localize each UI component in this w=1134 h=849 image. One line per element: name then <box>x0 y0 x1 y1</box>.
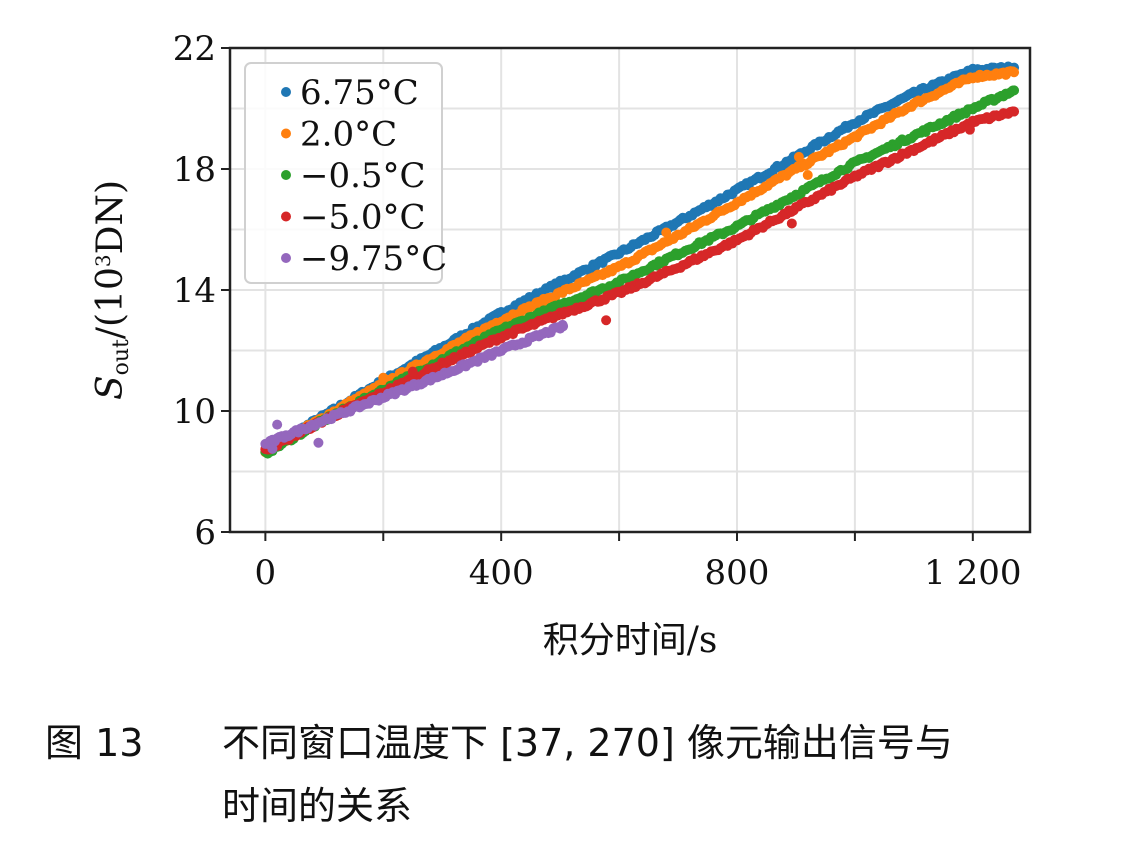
outlier-point <box>802 170 813 181</box>
x-tick-label: 800 <box>705 553 770 593</box>
outlier-point <box>786 218 797 229</box>
legend-marker <box>281 170 291 180</box>
data-point <box>1009 67 1020 78</box>
outlier-point <box>793 151 804 162</box>
legend-label: 6.75°C <box>300 73 419 113</box>
y-tick-label: 14 <box>173 271 216 311</box>
x-tick-label: 0 <box>255 553 277 593</box>
data-point <box>558 321 569 332</box>
y-tick-label: 18 <box>173 150 216 190</box>
data-points <box>260 61 1020 459</box>
y-tick-label: 22 <box>173 29 216 69</box>
outlier-point <box>267 443 278 454</box>
outlier-point <box>272 419 283 430</box>
y-label-main: S <box>90 375 131 400</box>
outlier-point <box>601 315 612 326</box>
x-tick-label: 1 200 <box>924 553 1021 593</box>
y-label-sub: out <box>109 339 134 375</box>
y-tick-label: 10 <box>173 392 216 432</box>
legend-marker <box>281 128 291 139</box>
legend-marker <box>281 253 291 263</box>
outlier-point <box>281 430 292 441</box>
y-tick-label: 6 <box>194 513 216 553</box>
y-axis-label: Sout/(103DN) <box>90 180 134 400</box>
figure-number: 图 13 <box>45 721 144 765</box>
legend-marker <box>281 211 291 222</box>
legend-label: −0.5°C <box>300 156 426 196</box>
caption-line-1: 不同窗口温度下 [37, 270] 像元输出信号与 <box>222 721 953 765</box>
x-tick-label: 400 <box>469 553 534 593</box>
y-label-end: DN) <box>90 180 131 254</box>
outlier-point <box>378 372 389 383</box>
data-point <box>1009 106 1020 117</box>
y-label-sup: 3 <box>91 254 115 267</box>
outlier-point <box>407 366 418 377</box>
data-point <box>1009 85 1020 96</box>
outlier-point <box>661 227 672 238</box>
legend: 6.75°C2.0°C−0.5°C−5.0°C−9.75°C <box>244 62 447 284</box>
y-label-rest: /(10 <box>90 267 131 339</box>
legend-marker <box>281 87 291 97</box>
outlier-point <box>964 124 975 135</box>
outlier-point <box>313 437 324 448</box>
legend-label: −5.0°C <box>300 198 426 238</box>
series-4 <box>260 319 569 454</box>
axis-ticks: 0 400 800 1 200 6 10 14 18 22 <box>173 29 1022 593</box>
legend-label: −9.75°C <box>300 239 447 279</box>
legend-label: 2.0°C <box>300 115 397 155</box>
legend-box <box>244 62 443 284</box>
caption-line-2: 时间的关系 <box>222 784 413 828</box>
x-axis-label: 积分时间/s <box>543 620 718 661</box>
